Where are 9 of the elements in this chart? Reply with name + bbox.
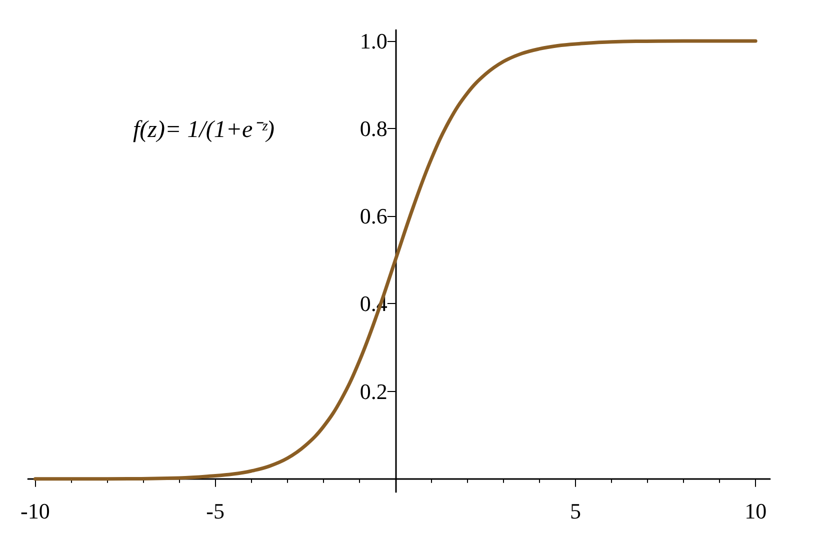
x-tick-label: -10 (20, 498, 50, 524)
y-tick-label: 0.8 (360, 116, 388, 142)
annotation: f(z)= 1/(1+e⁻ᶻ) (133, 117, 274, 143)
y-tick-label: 0.6 (360, 204, 388, 229)
x-tick-label: -5 (206, 498, 224, 524)
x-tick-label: 5 (570, 498, 581, 524)
y-tick-label: 0.2 (360, 378, 388, 404)
y-tick-label: 1.0 (360, 28, 388, 54)
x-tick-label: 10 (744, 498, 767, 524)
